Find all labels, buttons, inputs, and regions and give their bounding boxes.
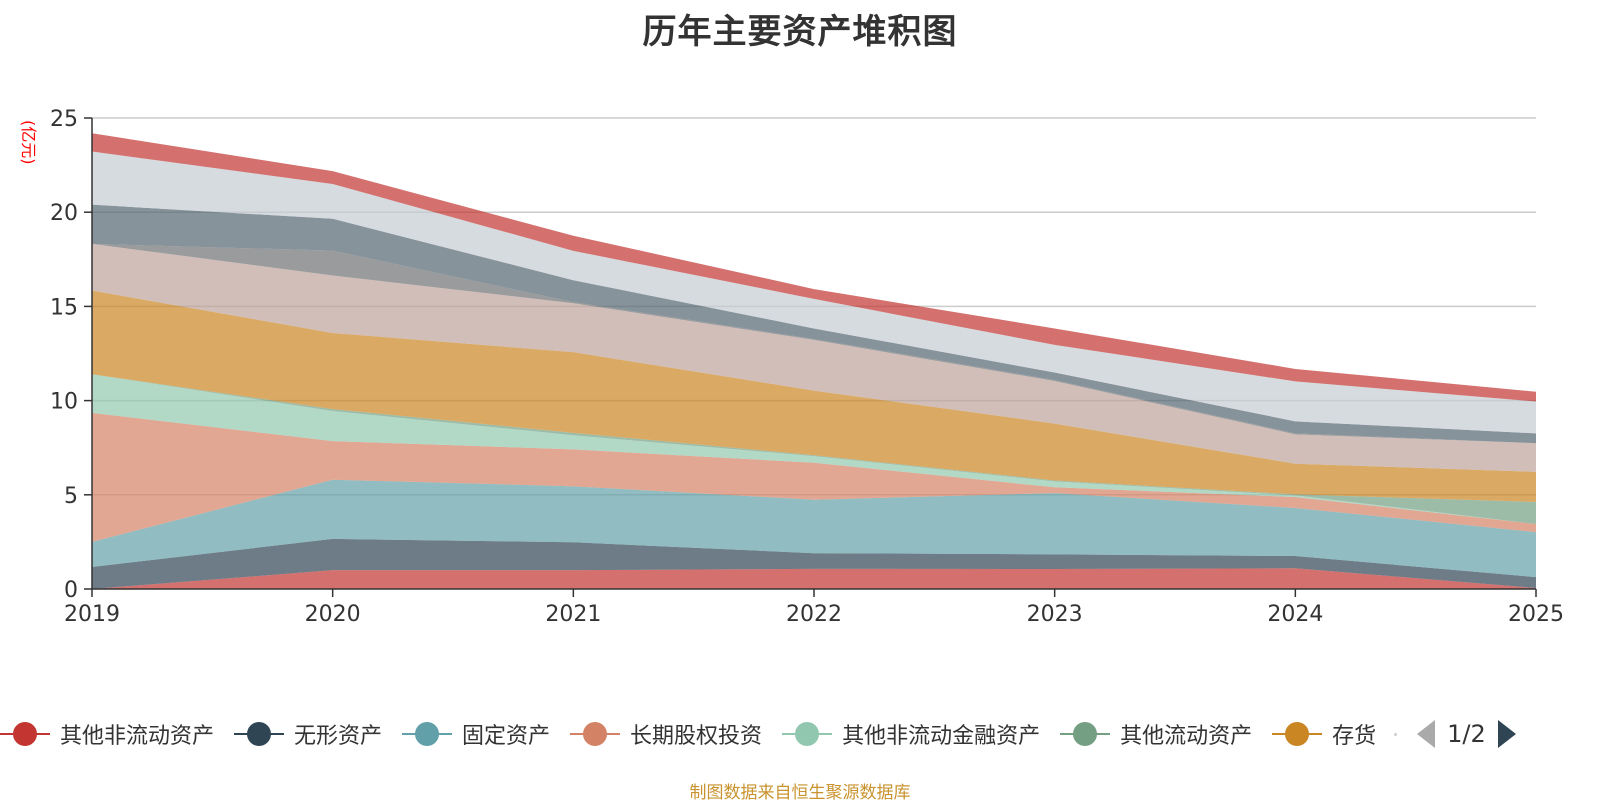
legend-prev-page-icon[interactable]: [1417, 720, 1436, 748]
legend-marker-icon: [570, 721, 621, 747]
legend-marker-icon: [1272, 721, 1323, 747]
legend-label: 长期股权投资: [630, 724, 763, 749]
legend-separator: [1394, 732, 1398, 736]
legend-pager: 1/2: [1417, 720, 1516, 748]
y-tick-label: 25: [50, 107, 78, 132]
area-series-8[interactable]: [92, 243, 1536, 472]
area-其他非流动资产[interactable]: [92, 568, 1536, 589]
area-series: [92, 133, 1536, 589]
y-tick-label: 5: [64, 484, 78, 509]
x-tick-label: 2024: [1267, 602, 1323, 627]
x-tick-label: 2020: [305, 602, 361, 627]
legend-marker-icon: [0, 721, 50, 747]
x-tick-label: 2025: [1508, 602, 1564, 627]
legend-label: 其他非流动资产: [60, 724, 215, 749]
legend-label: 无形资产: [294, 724, 383, 749]
x-tick-label: 2019: [64, 602, 120, 627]
area-长期股权投资[interactable]: [92, 412, 1536, 542]
x-tick-label: 2023: [1027, 602, 1083, 627]
legend-item[interactable]: 长期股权投资: [570, 718, 762, 750]
y-tick-label: 0: [64, 578, 78, 603]
legend-item[interactable]: 存货: [1272, 718, 1376, 750]
chart-title: 历年主要资产堆积图: [642, 12, 958, 52]
legend-item[interactable]: 其他流动资产: [1060, 718, 1252, 750]
legend-item[interactable]: 无形资产: [234, 718, 382, 750]
legend-marker-icon: [1060, 721, 1111, 747]
area-series-11[interactable]: [92, 151, 1536, 434]
legend-marker-icon: [234, 721, 285, 747]
area-无形资产[interactable]: [92, 538, 1536, 589]
area-series-10[interactable]: [92, 204, 1536, 444]
legend-item[interactable]: 其他非流动资产: [0, 718, 214, 750]
legend-marker-icon: [402, 721, 453, 747]
y-tick-label: 10: [50, 390, 78, 415]
legend-label: 存货: [1332, 724, 1377, 749]
legend-item[interactable]: 固定资产: [402, 718, 550, 750]
legend-item[interactable]: 其他非流动金融资产: [782, 718, 1040, 750]
legend-label: 其他非流动金融资产: [842, 724, 1041, 749]
area-series-12[interactable]: [92, 133, 1536, 402]
x-tick-label: 2022: [786, 602, 842, 627]
area-存货[interactable]: [92, 290, 1536, 502]
y-tick-label: 20: [50, 201, 78, 226]
legend-next-page-icon[interactable]: [1497, 720, 1516, 748]
legend: 其他非流动资产 无形资产 固定资产 长期股权投资 其他非流动金融资产 其他流动资产 存货 1…: [0, 718, 1516, 750]
legend-marker-icon: [782, 721, 833, 747]
area-固定资产[interactable]: [92, 479, 1536, 578]
legend-label: 固定资产: [462, 724, 551, 749]
data-source-note: 制图数据来自恒生聚源数据库: [689, 783, 911, 803]
y-tick-label: 15: [50, 295, 78, 320]
x-tick-label: 2021: [545, 602, 601, 627]
legend-label: 其他流动资产: [1120, 724, 1253, 749]
legend-page-indicator: 1/2: [1447, 720, 1486, 748]
